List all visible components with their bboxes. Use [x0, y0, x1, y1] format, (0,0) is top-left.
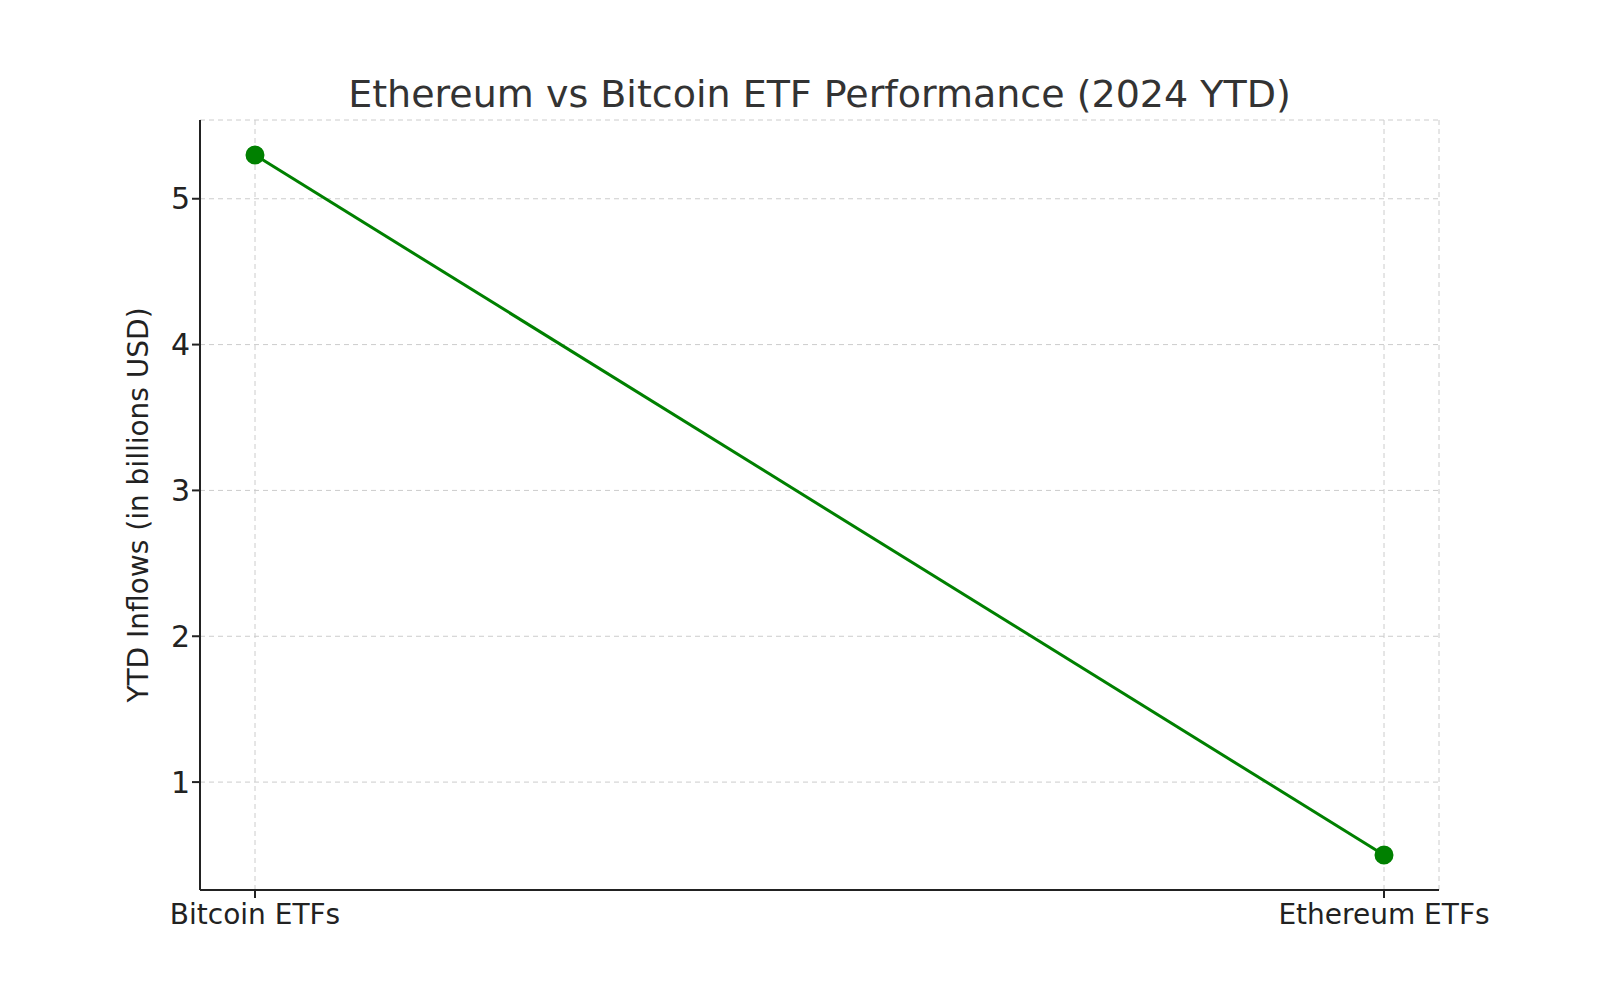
svg-text:Bitcoin ETFs: Bitcoin ETFs — [170, 898, 340, 931]
svg-text:5: 5 — [171, 181, 190, 216]
html-text:YTD Inflows (in billions USD): YTD Inflows (in billions USD) — [121, 307, 155, 703]
svg-text:1: 1 — [171, 765, 190, 800]
svg-text:3: 3 — [171, 473, 190, 508]
html-text:Ethereum vs Bitcoin ETF Perfor: Ethereum vs Bitcoin ETF Performance (202… — [348, 72, 1291, 116]
svg-text:2: 2 — [171, 619, 190, 654]
svg-text:Ethereum ETFs: Ethereum ETFs — [1278, 898, 1489, 931]
svg-text:4: 4 — [171, 327, 190, 362]
